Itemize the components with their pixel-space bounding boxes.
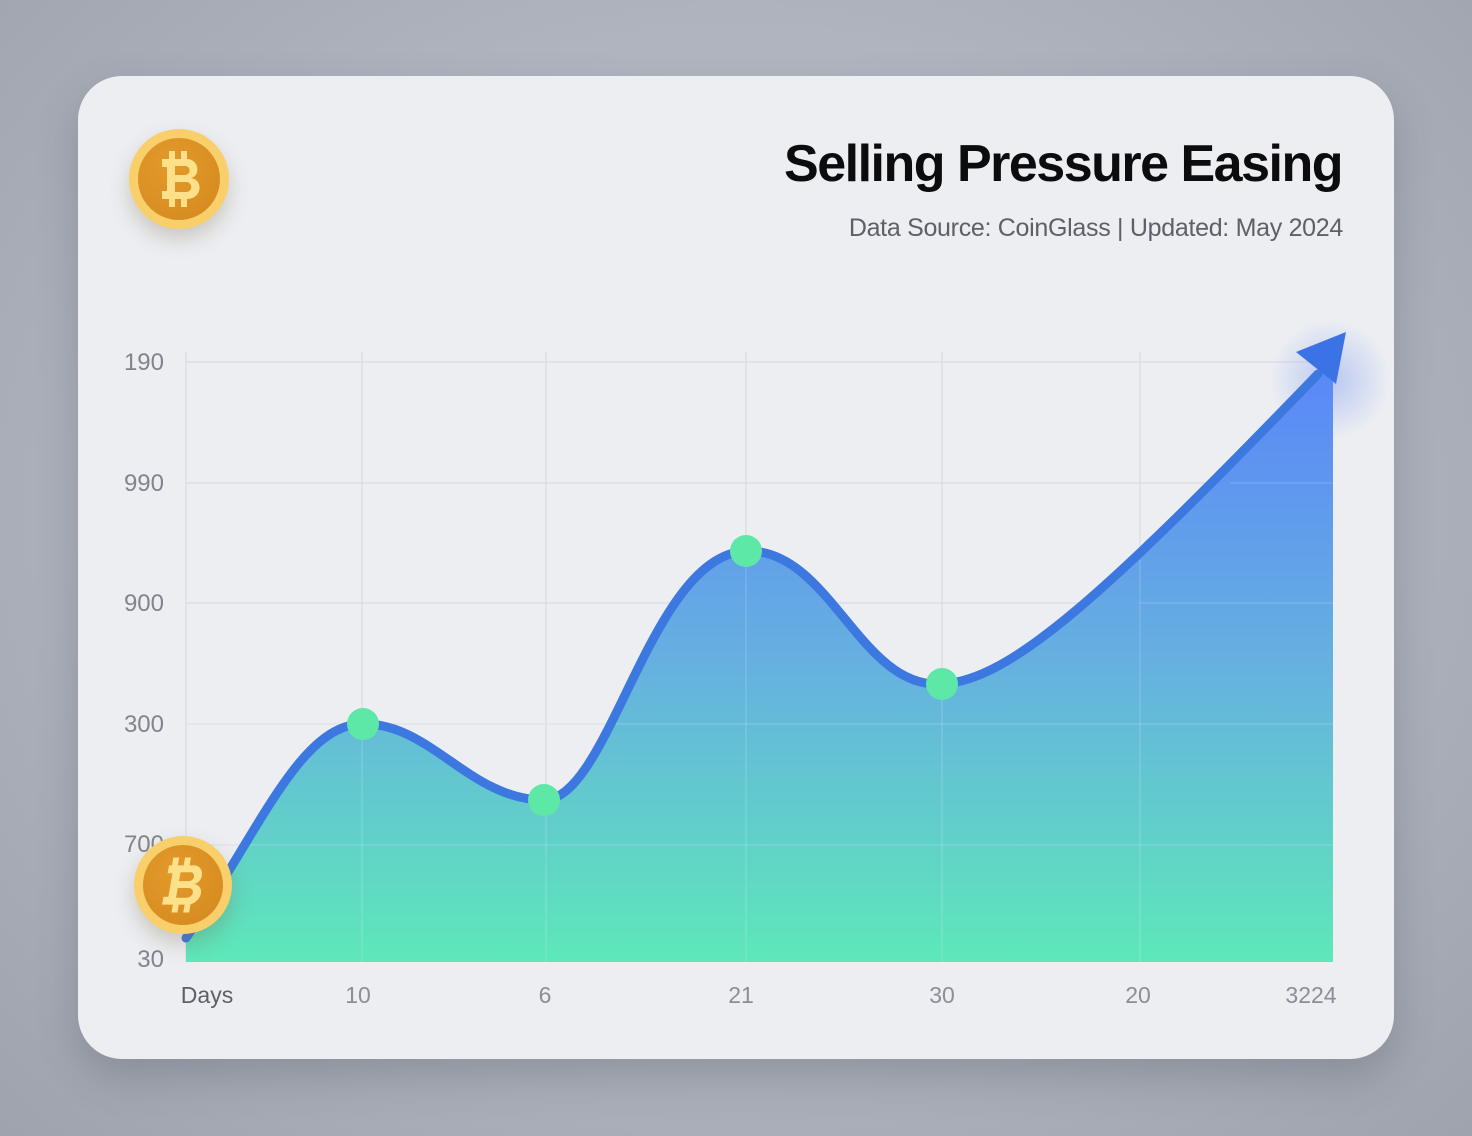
- chart-title: Selling Pressure Easing: [784, 135, 1343, 193]
- y-tick-label: 30: [137, 946, 164, 973]
- x-tick-label: 20: [1125, 982, 1151, 1008]
- y-tick-label: 300: [123, 711, 164, 738]
- bitcoin-coin-icon: [134, 836, 232, 934]
- x-tick-label: 10: [345, 982, 371, 1008]
- x-axis-label: Days: [180, 982, 234, 1008]
- y-tick-label: 990: [123, 470, 164, 497]
- marker-point: [528, 784, 560, 816]
- marker-point: [730, 535, 762, 567]
- data-markers: [347, 535, 958, 816]
- y-tick-label: 190: [123, 349, 164, 376]
- chart-subtitle: Data Source: CoinGlass | Updated: May 20…: [848, 214, 1343, 242]
- arrow-up-right-icon: [1296, 332, 1346, 384]
- bitcoin-symbol-icon: [162, 857, 203, 913]
- bitcoin-symbol-icon: [162, 151, 200, 207]
- y-tick-label: 900: [123, 590, 164, 617]
- marker-point: [347, 708, 379, 740]
- bitcoin-coin-icon: [129, 129, 229, 229]
- x-tick-label: 21: [728, 982, 754, 1008]
- x-tick-label: 3224: [1285, 982, 1337, 1008]
- marker-point: [926, 668, 958, 700]
- x-tick-label: 6: [538, 982, 552, 1008]
- area-fill: [186, 362, 1333, 962]
- x-tick-label: 30: [929, 982, 955, 1008]
